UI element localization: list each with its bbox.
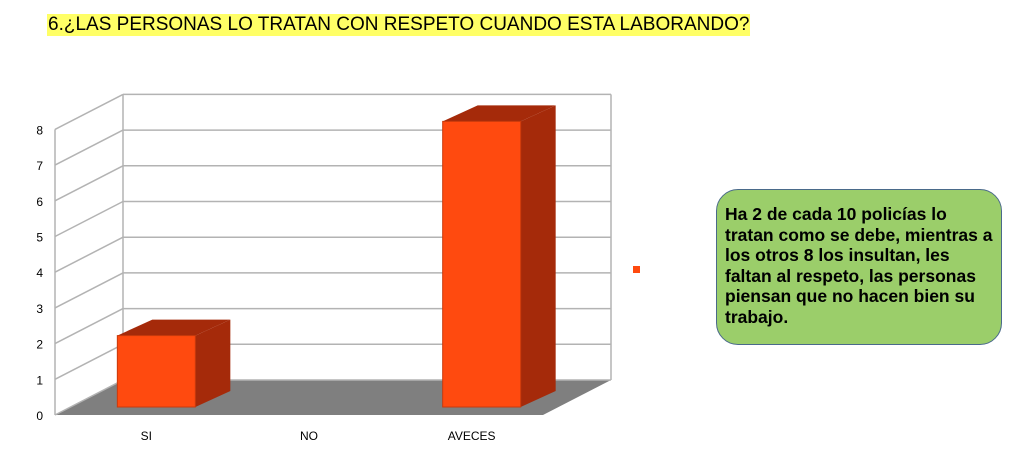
legend-swatch — [633, 266, 640, 273]
svg-text:0: 0 — [36, 409, 43, 423]
svg-text:SI: SI — [141, 429, 152, 443]
chart-title: 6.¿LAS PERSONAS LO TRATAN CON RESPETO CU… — [47, 14, 751, 36]
svg-text:5: 5 — [36, 231, 43, 245]
svg-text:2: 2 — [36, 338, 43, 352]
svg-text:1: 1 — [36, 373, 43, 387]
svg-text:AVECES: AVECES — [448, 429, 496, 443]
annotation-callout: Ha 2 de cada 10 policías lo tratan como … — [716, 189, 1002, 345]
svg-text:6: 6 — [36, 195, 43, 209]
svg-text:7: 7 — [36, 159, 43, 173]
svg-text:3: 3 — [36, 302, 43, 316]
svg-text:4: 4 — [36, 266, 43, 280]
svg-text:NO: NO — [300, 429, 318, 443]
svg-text:8: 8 — [36, 123, 43, 137]
